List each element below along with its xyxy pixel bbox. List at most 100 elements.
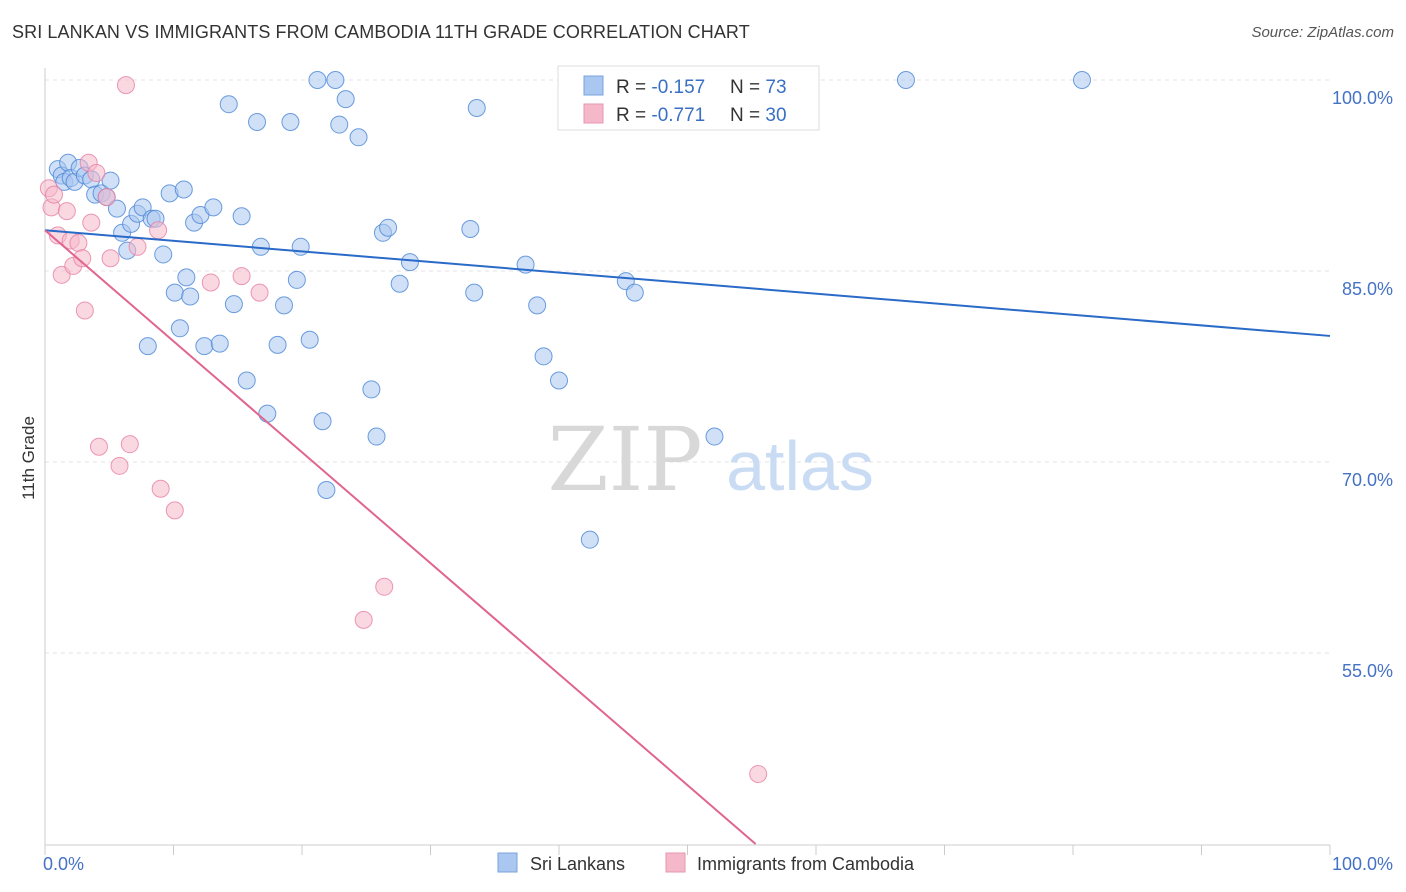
point-s0-41 <box>268 335 287 354</box>
axes <box>44 68 1331 855</box>
point-s1-18 <box>116 76 135 95</box>
point-s0-70 <box>705 427 724 446</box>
y-axis-title: 11th Grade <box>19 416 38 500</box>
point-s1-16 <box>101 249 120 268</box>
trend-line-s0 <box>44 229 1331 337</box>
x-tick-label-1: 100.0% <box>1332 854 1393 874</box>
point-s0-54 <box>362 380 381 399</box>
legend-n-label-1: N = 30 <box>730 105 787 126</box>
bottom-legend-label-cambodia: Immigrants from Cambodia <box>697 854 915 874</box>
point-s1-29 <box>749 764 768 783</box>
legend-r-label-0: R = -0.157 <box>616 77 705 98</box>
point-s0-13 <box>107 199 126 218</box>
point-s0-71 <box>896 71 915 89</box>
point-s0-38 <box>248 113 267 132</box>
point-s1-19 <box>120 435 139 454</box>
point-s0-19 <box>138 337 157 356</box>
point-s0-59 <box>400 253 419 272</box>
bottom-legend-label-sri-lankans: Sri Lankans <box>530 854 625 874</box>
series-cambodia <box>39 76 768 783</box>
legend-swatch-sri-lankans <box>583 75 604 96</box>
y-tick-label-0: 55.0% <box>1342 661 1393 681</box>
point-s1-27 <box>354 610 373 629</box>
y-tick-label-1: 70.0% <box>1342 470 1393 490</box>
point-s1-26 <box>250 283 269 302</box>
point-s0-22 <box>154 245 173 264</box>
legend-n-label-0: N = 73 <box>730 77 787 98</box>
point-s0-49 <box>317 481 336 500</box>
trend-line-s1 <box>44 229 757 845</box>
point-s0-35 <box>224 295 243 314</box>
point-s0-37 <box>237 371 256 390</box>
point-s1-21 <box>149 221 168 240</box>
point-s0-57 <box>379 218 398 237</box>
point-s1-17 <box>110 456 129 475</box>
bottom-legend-swatch-sri-lankans <box>497 852 518 873</box>
point-s1-14 <box>89 437 108 456</box>
point-s0-33 <box>210 334 229 353</box>
point-s0-43 <box>281 113 300 132</box>
point-s0-55 <box>367 427 386 446</box>
legend-swatch-cambodia <box>583 103 604 124</box>
point-s0-66 <box>550 371 568 390</box>
point-s0-61 <box>465 283 484 302</box>
point-s0-52 <box>336 90 355 109</box>
point-s1-15 <box>97 188 116 207</box>
point-s0-26 <box>174 180 193 199</box>
point-s1-12 <box>82 213 101 232</box>
y-tick-label-3: 100.0% <box>1332 88 1393 108</box>
point-s1-20 <box>128 237 147 256</box>
x-tick-labels: 0.0% 100.0% <box>43 854 1393 874</box>
watermark-atlas: atlas <box>726 427 874 505</box>
y-tick-label-2: 85.0% <box>1342 279 1393 299</box>
point-s0-27 <box>177 268 196 287</box>
point-s0-32 <box>204 198 223 217</box>
point-s0-42 <box>275 296 294 315</box>
grid-lines <box>45 79 1330 654</box>
point-s0-36 <box>232 207 251 226</box>
point-s0-51 <box>330 115 349 134</box>
point-s0-60 <box>461 219 480 238</box>
point-s1-2 <box>44 185 63 204</box>
point-s0-40 <box>258 404 277 423</box>
point-s0-72 <box>1072 71 1091 89</box>
watermark-zip: ZIP <box>547 408 702 511</box>
point-s0-50 <box>326 71 345 89</box>
point-s1-22 <box>151 479 170 498</box>
point-s0-28 <box>181 287 200 306</box>
point-s0-47 <box>308 71 327 89</box>
point-s1-25 <box>232 267 251 286</box>
point-s0-25 <box>170 319 189 338</box>
trend-lines <box>44 229 1331 845</box>
point-s0-34 <box>219 95 238 114</box>
point-s0-65 <box>534 347 553 366</box>
y-tick-labels: 55.0% 70.0% 85.0% 100.0% <box>1332 88 1393 681</box>
point-s0-44 <box>287 270 306 289</box>
point-s1-28 <box>375 577 394 596</box>
point-s0-62 <box>467 99 486 118</box>
legend-top: R = -0.157 N = 73 R = -0.771 N = 30 <box>557 65 820 131</box>
legend-bottom: Sri Lankans Immigrants from Cambodia <box>497 852 915 874</box>
chart-title: SRI LANKAN VS IMMIGRANTS FROM CAMBODIA 1… <box>12 22 750 42</box>
source-label: Source: ZipAtlas.com <box>1251 24 1394 41</box>
point-s0-46 <box>300 330 319 349</box>
point-s1-24 <box>201 273 220 292</box>
point-s1-9 <box>73 249 92 268</box>
point-s0-53 <box>349 128 368 147</box>
point-s1-8 <box>69 233 88 252</box>
point-s0-69 <box>625 283 644 302</box>
watermark: ZIP atlas <box>547 408 874 511</box>
series-sri-lankans <box>48 71 1091 549</box>
point-s1-5 <box>57 202 76 221</box>
point-s0-64 <box>528 296 547 315</box>
bottom-legend-swatch-cambodia <box>665 852 686 873</box>
point-s0-31 <box>195 337 214 356</box>
point-s0-67 <box>580 530 599 549</box>
point-s0-24 <box>165 283 184 302</box>
point-s0-58 <box>390 274 409 293</box>
point-s1-13 <box>87 163 106 182</box>
x-tick-label-0: 0.0% <box>43 854 84 874</box>
point-s1-10 <box>75 301 94 320</box>
point-s1-23 <box>165 501 184 520</box>
